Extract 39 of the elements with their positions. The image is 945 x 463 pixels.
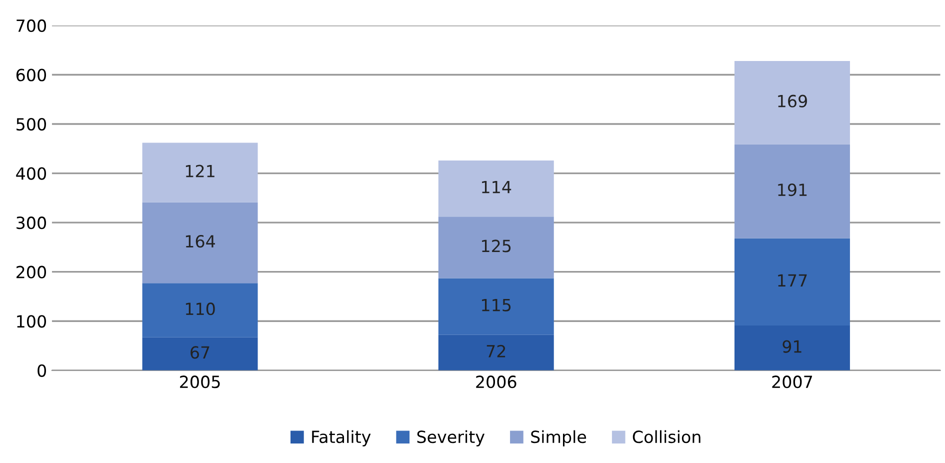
bar — [734, 326, 850, 370]
legend-label: Collision — [632, 430, 700, 444]
data-label: 67 — [190, 346, 210, 359]
bar — [734, 144, 850, 238]
bar — [142, 142, 258, 202]
y-tick-label: 300 — [16, 216, 46, 230]
y-tick-label: 500 — [16, 118, 46, 131]
data-label: 177 — [778, 274, 807, 287]
data-label: 125 — [482, 240, 511, 252]
bar — [734, 60, 850, 144]
data-label: 191 — [778, 184, 807, 196]
y-tick-label: 400 — [16, 167, 46, 180]
bar — [142, 202, 258, 284]
bar — [438, 160, 554, 217]
bar — [142, 337, 258, 370]
legend-label: Fatality — [312, 430, 371, 446]
y-tick-label: 600 — [16, 68, 46, 82]
data-label: 169 — [778, 94, 807, 108]
data-label: 121 — [186, 164, 214, 178]
data-label: 115 — [482, 299, 511, 312]
bar — [438, 278, 554, 335]
bar — [142, 283, 258, 338]
y-tick-label: 200 — [16, 266, 46, 278]
y-tick-label: 700 — [16, 19, 46, 32]
y-tick-label: 100 — [17, 315, 46, 328]
bar — [438, 216, 554, 278]
y-tick-label: 0 — [38, 364, 46, 377]
data-label: 72 — [486, 344, 506, 358]
legend-label: Severity — [417, 430, 485, 446]
bar — [734, 238, 850, 326]
data-label: 91 — [782, 340, 802, 353]
data-label: 164 — [186, 235, 215, 248]
data-label: 110 — [186, 302, 215, 316]
x-tick-label: 2006 — [476, 376, 516, 388]
legend-label: Simple — [531, 430, 586, 446]
x-tick-label: 2005 — [180, 376, 220, 388]
data-label: 114 — [482, 181, 512, 194]
bar — [438, 334, 554, 370]
x-tick-label: 2007 — [772, 376, 812, 388]
